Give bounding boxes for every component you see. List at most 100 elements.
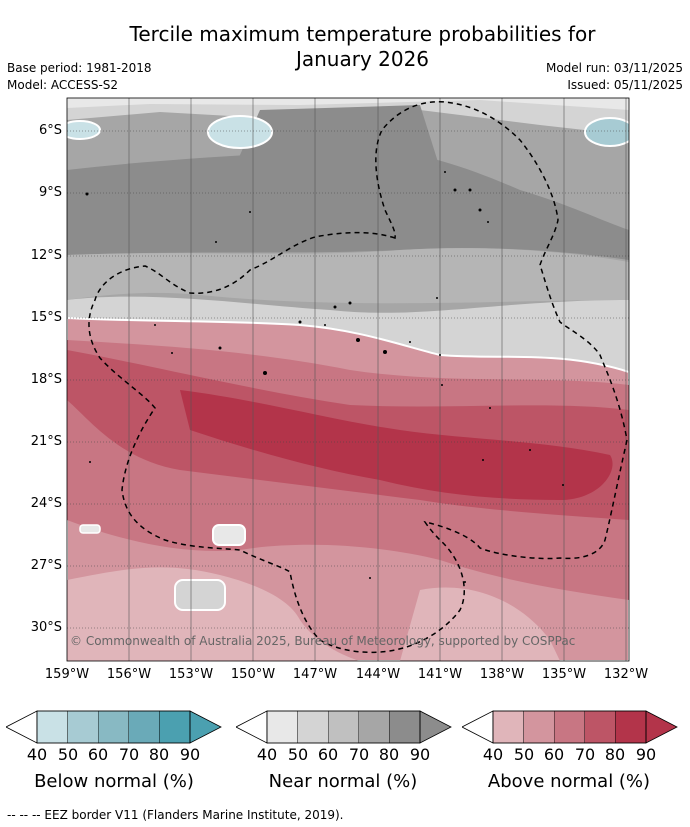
model-run: Model run: 03/11/2025 bbox=[545, 61, 683, 75]
island bbox=[356, 338, 360, 342]
colorbar-segments bbox=[492, 710, 647, 744]
colorbar-below-normal bbox=[6, 710, 222, 744]
grid-lines-lon bbox=[128, 98, 627, 661]
issued-date: Issued: 05/11/2025 bbox=[567, 78, 683, 92]
eez-border bbox=[88, 101, 628, 654]
colorbar-segment bbox=[266, 710, 298, 744]
colorbar-segment bbox=[523, 710, 555, 744]
island bbox=[439, 354, 441, 356]
island bbox=[298, 320, 302, 324]
near-normal-patch bbox=[79, 524, 101, 534]
lon-label: 135°W bbox=[541, 667, 587, 682]
near-normal-patch bbox=[212, 524, 246, 546]
island bbox=[444, 171, 446, 173]
island bbox=[453, 188, 457, 192]
colorbar-label-near: Near normal (%) bbox=[268, 771, 418, 792]
colorbar-tick: 60 bbox=[317, 745, 339, 764]
colorbar-outline bbox=[36, 710, 191, 744]
colorbar-segment bbox=[128, 710, 160, 744]
island bbox=[263, 371, 267, 375]
colorbar-segment bbox=[584, 710, 616, 744]
title-line-2: January 2026 bbox=[295, 47, 430, 71]
colorbar-segments bbox=[36, 710, 191, 744]
colorbar-tick: 50 bbox=[57, 745, 79, 764]
near-normal-lighter-north bbox=[67, 98, 629, 110]
colorbar-segment bbox=[492, 710, 524, 744]
grid-lines bbox=[67, 130, 629, 629]
colorbar-segment bbox=[67, 710, 99, 744]
lat-label: 27°S bbox=[30, 558, 62, 573]
colorbar-tick: 40 bbox=[26, 745, 48, 764]
near-normal-mid-band bbox=[67, 248, 629, 304]
map-frame bbox=[66, 97, 630, 662]
near-normal-light-band bbox=[67, 296, 629, 372]
lon-label: 147°W bbox=[292, 667, 338, 682]
above-normal-40-south bbox=[67, 567, 360, 661]
colorbar-tick: 60 bbox=[87, 745, 109, 764]
island bbox=[218, 346, 222, 350]
colorbar-tick: 80 bbox=[148, 745, 170, 764]
colorbar-segment bbox=[297, 710, 329, 744]
map-title: Tercile maximum temperature probabilitie… bbox=[0, 22, 690, 72]
colorbar-tick: 90 bbox=[409, 745, 431, 764]
island bbox=[348, 301, 352, 305]
lat-label: 30°S bbox=[30, 620, 62, 635]
colorbar-over-arrow bbox=[645, 710, 678, 744]
colorbar-tick: 70 bbox=[348, 745, 370, 764]
colorbar-tick: 70 bbox=[574, 745, 596, 764]
island bbox=[324, 324, 326, 326]
colorbar-tick: 80 bbox=[378, 745, 400, 764]
colorbar-tick: 80 bbox=[604, 745, 626, 764]
colorbar-above-normal bbox=[462, 710, 678, 744]
colorbar-segment bbox=[358, 710, 390, 744]
island bbox=[529, 449, 531, 451]
colorbar-tick: 90 bbox=[179, 745, 201, 764]
lon-label: 153°W bbox=[168, 667, 214, 682]
island bbox=[489, 407, 491, 409]
island bbox=[215, 241, 217, 243]
near-normal-band-north bbox=[67, 98, 629, 135]
below-normal-blob bbox=[584, 117, 629, 147]
colorbar-near-normal bbox=[236, 710, 452, 744]
island bbox=[383, 350, 387, 354]
colorbar-tick: 40 bbox=[482, 745, 504, 764]
metadata-left: Base period: 1981-2018 Model: ACCESS-S2 bbox=[7, 60, 152, 94]
probability-map bbox=[66, 97, 630, 662]
lat-label: 18°S bbox=[30, 372, 62, 387]
colorbar-over-arrow bbox=[189, 710, 222, 744]
metadata-right: Model run: 03/11/2025 Issued: 05/11/2025 bbox=[546, 60, 683, 94]
near-normal-dark-core bbox=[220, 105, 450, 240]
title-line-1: Tercile maximum temperature probabilitie… bbox=[129, 22, 596, 46]
colorbar-label-below: Below normal (%) bbox=[34, 771, 194, 792]
lat-label: 15°S bbox=[30, 310, 62, 325]
colorbar-label-above: Above normal (%) bbox=[487, 771, 651, 792]
lon-label: 156°W bbox=[106, 667, 152, 682]
near-normal-patch bbox=[174, 579, 226, 611]
island bbox=[478, 208, 482, 212]
lon-label: 159°W bbox=[44, 667, 90, 682]
colorbar-segment bbox=[615, 710, 647, 744]
colorbar-segment bbox=[553, 710, 585, 744]
colorbar-under-arrow bbox=[6, 710, 38, 744]
islands bbox=[85, 171, 564, 583]
colorbar-segment bbox=[389, 710, 421, 744]
colorbar-tick: 50 bbox=[287, 745, 309, 764]
island bbox=[487, 221, 489, 223]
lat-label: 24°S bbox=[30, 496, 62, 511]
lon-label: 138°W bbox=[479, 667, 525, 682]
island bbox=[333, 305, 337, 309]
colorbar-segment bbox=[97, 710, 129, 744]
colorbar-segment bbox=[327, 710, 359, 744]
island bbox=[369, 577, 371, 579]
colorbar-tick: 90 bbox=[635, 745, 657, 764]
colorbar-tick: 70 bbox=[118, 745, 140, 764]
copyright-notice: © Commonwealth of Australia 2025, Bureau… bbox=[70, 634, 576, 648]
lon-label: 144°W bbox=[355, 667, 401, 682]
eez-border-legend: -- -- -- EEZ border V11 (Flanders Marine… bbox=[7, 808, 344, 822]
colorbar-under-arrow bbox=[462, 710, 494, 744]
below-normal-blob bbox=[207, 115, 273, 149]
lat-label: 9°S bbox=[38, 185, 62, 200]
colorbar-tick: 50 bbox=[513, 745, 535, 764]
lon-label: 150°W bbox=[230, 667, 276, 682]
below-normal-blob bbox=[67, 120, 101, 140]
